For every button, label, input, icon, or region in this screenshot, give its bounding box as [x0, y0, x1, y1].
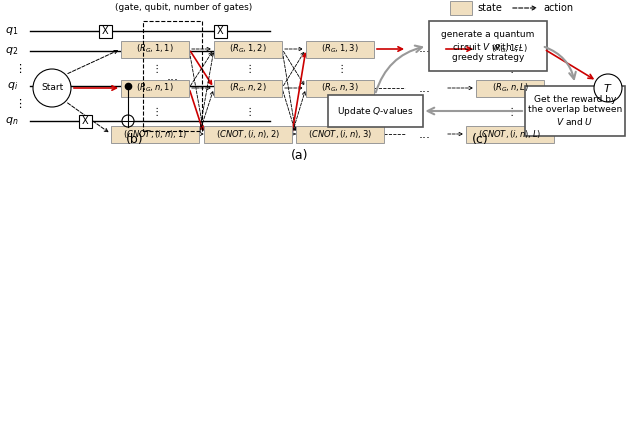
Text: Update $Q$-values: Update $Q$-values — [337, 104, 413, 117]
Text: $(R_G, 1, 1)$: $(R_G, 1, 1)$ — [136, 43, 174, 55]
FancyBboxPatch shape — [79, 115, 92, 128]
FancyBboxPatch shape — [214, 24, 227, 37]
Text: X: X — [217, 26, 223, 36]
FancyBboxPatch shape — [476, 80, 544, 96]
Circle shape — [33, 69, 71, 107]
FancyBboxPatch shape — [476, 40, 544, 58]
FancyBboxPatch shape — [450, 1, 472, 15]
Text: $(CNOT, (i,n), 3)$: $(CNOT, (i,n), 3)$ — [308, 128, 372, 140]
Text: $\vdots$: $\vdots$ — [14, 62, 22, 75]
FancyBboxPatch shape — [99, 24, 111, 37]
FancyBboxPatch shape — [525, 86, 625, 136]
Text: state: state — [477, 3, 502, 13]
Text: $(R_G, n, 1)$: $(R_G, n, 1)$ — [136, 82, 174, 94]
FancyBboxPatch shape — [306, 80, 374, 96]
Text: $(R_G, n, 3)$: $(R_G, n, 3)$ — [321, 82, 359, 94]
Text: Start: Start — [41, 83, 63, 93]
Circle shape — [594, 74, 622, 102]
Text: $q_1$: $q_1$ — [4, 25, 18, 37]
Text: $\vdots$: $\vdots$ — [14, 97, 22, 110]
FancyBboxPatch shape — [306, 40, 374, 58]
Text: $\vdots$: $\vdots$ — [336, 104, 344, 117]
Text: ...: ... — [419, 43, 431, 56]
Text: (b): (b) — [126, 133, 144, 146]
Text: ...: ... — [166, 69, 179, 83]
Text: $\vdots$: $\vdots$ — [336, 62, 344, 75]
Circle shape — [122, 115, 134, 127]
Text: $(R_G, 1, L)$: $(R_G, 1, L)$ — [492, 43, 529, 55]
Text: action: action — [543, 3, 573, 13]
Text: Get the reward by
the overlap between
$V$ and $U$: Get the reward by the overlap between $V… — [528, 95, 622, 127]
Text: $\vdots$: $\vdots$ — [506, 62, 514, 75]
Text: (c): (c) — [472, 133, 488, 146]
Text: generate a quantum
circuit $V$ with $\varepsilon$-
greedy strategy: generate a quantum circuit $V$ with $\va… — [442, 30, 534, 62]
Text: (a): (a) — [291, 149, 308, 163]
FancyBboxPatch shape — [214, 80, 282, 96]
Text: $\vdots$: $\vdots$ — [506, 104, 514, 117]
Text: $T$: $T$ — [604, 82, 612, 94]
FancyBboxPatch shape — [111, 125, 199, 142]
FancyBboxPatch shape — [204, 125, 292, 142]
Text: X: X — [102, 26, 108, 36]
Text: $q_2$: $q_2$ — [4, 45, 18, 57]
FancyBboxPatch shape — [121, 80, 189, 96]
Text: $q_i$: $q_i$ — [7, 80, 18, 92]
FancyBboxPatch shape — [121, 40, 189, 58]
Text: ...: ... — [419, 128, 431, 141]
Text: $\vdots$: $\vdots$ — [244, 62, 252, 75]
Text: ...: ... — [419, 82, 431, 94]
FancyBboxPatch shape — [429, 21, 547, 71]
Text: $\vdots$: $\vdots$ — [244, 104, 252, 117]
FancyBboxPatch shape — [328, 95, 422, 127]
FancyBboxPatch shape — [296, 125, 384, 142]
Text: $(CNOT, (i,n), 1)$: $(CNOT, (i,n), 1)$ — [123, 128, 187, 140]
FancyBboxPatch shape — [466, 125, 554, 142]
FancyBboxPatch shape — [214, 40, 282, 58]
Text: (gate, qubit, number of gates): (gate, qubit, number of gates) — [115, 3, 252, 13]
Text: $(R_G, 1, 2)$: $(R_G, 1, 2)$ — [229, 43, 267, 55]
Text: $(R_G, n, L)$: $(R_G, n, L)$ — [492, 82, 529, 94]
Text: $\vdots$: $\vdots$ — [151, 62, 159, 75]
Text: X: X — [82, 116, 88, 126]
Text: $(CNOT, (i,n), 2)$: $(CNOT, (i,n), 2)$ — [216, 128, 280, 140]
Text: $(CNOT, (i,n), L)$: $(CNOT, (i,n), L)$ — [478, 128, 541, 140]
Text: $\vdots$: $\vdots$ — [151, 104, 159, 117]
Text: $(R_G, n, 2)$: $(R_G, n, 2)$ — [229, 82, 267, 94]
Text: $(R_G, 1, 3)$: $(R_G, 1, 3)$ — [321, 43, 359, 55]
Text: $q_n$: $q_n$ — [4, 115, 18, 127]
